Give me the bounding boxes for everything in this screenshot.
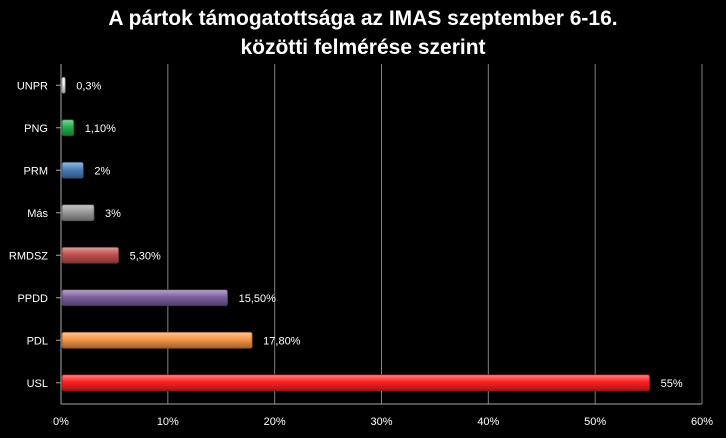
x-tick-label: 50%	[584, 416, 606, 428]
x-tick-label: 60%	[691, 416, 713, 428]
x-tick-label: 10%	[157, 416, 179, 428]
data-label: 3%	[105, 208, 121, 220]
data-label: 0,3%	[76, 80, 101, 92]
chart-title: A pártok támogatottsága az IMAS szeptemb…	[0, 4, 726, 62]
category-label: UNPR	[17, 80, 48, 92]
x-tick-label: 40%	[477, 416, 499, 428]
data-label: 5,30%	[130, 250, 161, 262]
category-label: RMDSZ	[9, 250, 48, 262]
bar-más	[61, 204, 95, 222]
chart-title-line-2: közötti felmérése szerint	[240, 36, 486, 59]
category-label: PDL	[27, 335, 48, 347]
category-label: USL	[27, 378, 48, 390]
bar-usl	[61, 374, 650, 392]
bar-unpr	[61, 76, 66, 94]
x-tick-label: 30%	[370, 416, 392, 428]
bar-pdl	[61, 331, 253, 349]
bar-ppdd	[61, 289, 228, 307]
category-label: PPDD	[17, 293, 48, 305]
bar-png	[61, 119, 75, 137]
category-label: PRM	[24, 165, 48, 177]
category-label: PNG	[24, 123, 48, 135]
data-label: 2%	[94, 165, 110, 177]
bar-rmdsz	[61, 246, 120, 264]
data-label: 15,50%	[239, 293, 277, 305]
data-label: 17,80%	[263, 335, 301, 347]
x-tick-label: 0%	[53, 416, 69, 428]
chart-title-line-1: A pártok támogatottsága az IMAS szeptemb…	[108, 7, 618, 30]
bar-prm	[61, 161, 84, 179]
category-label: Más	[27, 208, 48, 220]
data-label: 1,10%	[85, 123, 116, 135]
data-label: 55%	[661, 378, 683, 390]
x-tick-label: 20%	[264, 416, 286, 428]
